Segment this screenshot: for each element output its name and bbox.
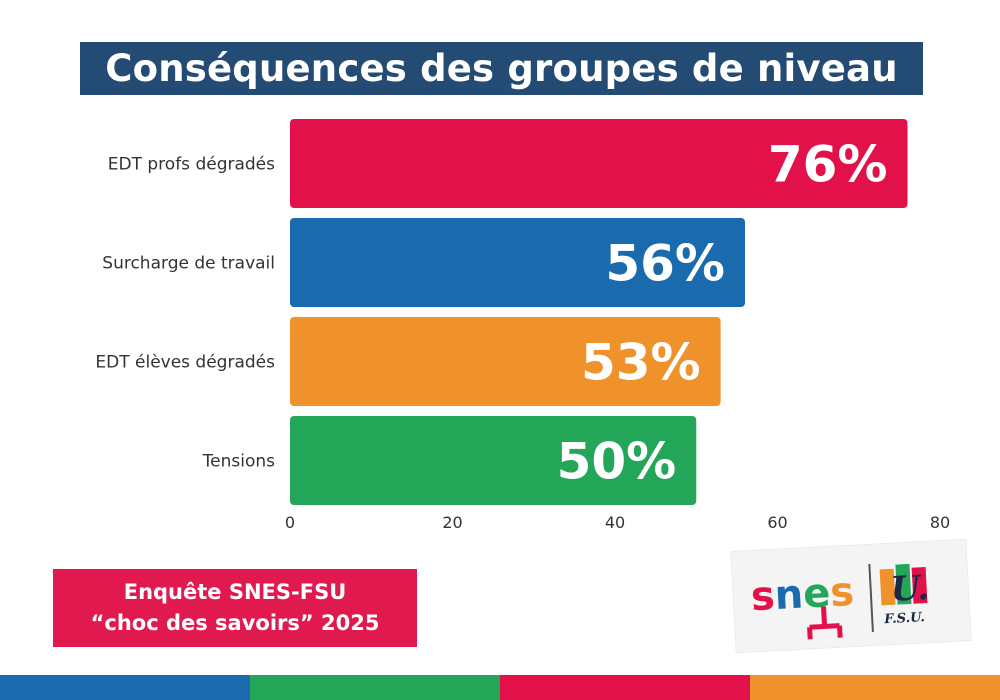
value-label: 56% <box>605 235 725 293</box>
value-label: 76% <box>768 136 888 194</box>
category-label: EDT profs dégradés <box>108 155 275 175</box>
bar-2 <box>290 218 745 307</box>
snes-fsu-logo: snes U. F.S.U. <box>730 538 972 654</box>
snes-letter-s: s <box>750 573 776 620</box>
fsu-u-icon: U. <box>879 563 930 610</box>
category-label: Tensions <box>202 452 275 472</box>
x-tick-label: 60 <box>767 513 787 532</box>
strip-segment-red <box>500 675 750 700</box>
x-tick-label: 80 <box>930 513 950 532</box>
strip-segment-green <box>250 675 500 700</box>
strip-segment-blue <box>0 675 250 700</box>
title-banner: Conséquences des groupes de niveau <box>80 42 923 95</box>
svg-text:U.: U. <box>890 568 930 610</box>
value-label: 50% <box>557 433 677 491</box>
x-tick-label: 20 <box>442 513 462 532</box>
logo-divider <box>868 563 874 632</box>
snes-logo-text: snes <box>750 569 856 620</box>
x-tick-label: 0 <box>285 513 295 532</box>
bar-1 <box>290 119 908 208</box>
category-label: Surcharge de travail <box>102 254 275 274</box>
bottom-color-strip <box>0 675 1000 700</box>
value-label: 53% <box>581 334 701 392</box>
strip-segment-orange <box>750 675 1000 700</box>
bar-chart: EDT profs dégradés 76% Surcharge de travai… <box>95 119 950 532</box>
bar-4 <box>290 416 697 505</box>
snes-letter-e: e <box>802 570 832 617</box>
bar-3 <box>290 317 721 406</box>
chart-title: Conséquences des groupes de niveau <box>105 47 898 90</box>
snes-letter-n: n <box>774 572 805 619</box>
stick-figure-icon <box>807 606 843 640</box>
survey-badge: Enquête SNES-FSU “choc des savoirs” 2025 <box>53 569 417 647</box>
survey-line-1: Enquête SNES-FSU <box>123 580 347 604</box>
survey-line-2: “choc des savoirs” 2025 <box>90 611 380 635</box>
fsu-logo-text: F.S.U. <box>883 610 925 627</box>
x-tick-label: 40 <box>605 513 625 532</box>
category-label: EDT élèves dégradés <box>95 353 275 373</box>
snes-letter-s2: s <box>829 569 855 616</box>
